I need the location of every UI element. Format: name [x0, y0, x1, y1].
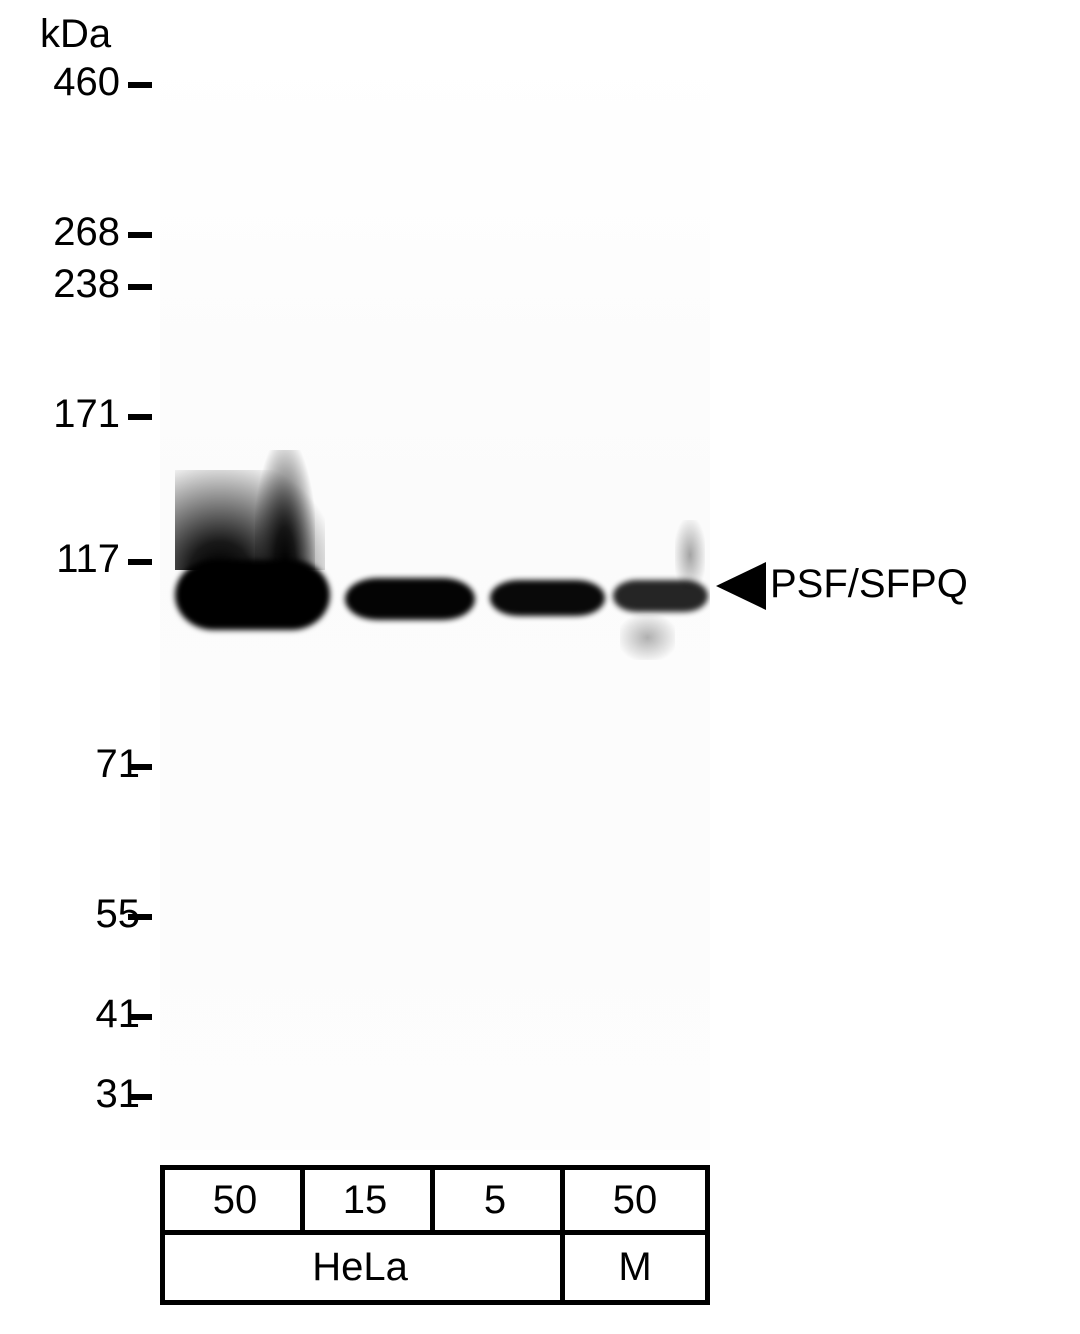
mw-label-55: 55 [40, 892, 140, 937]
target-label: PSF/SFPQ [770, 562, 968, 607]
group-label-m: M [605, 1245, 665, 1290]
band-lane4-smear [675, 520, 705, 590]
mw-label-238: 238 [20, 262, 120, 307]
lane-label-4: 50 [595, 1178, 675, 1223]
group-div-left [160, 1230, 165, 1305]
mw-tick-31 [128, 1094, 152, 1100]
lane-div-left [160, 1165, 165, 1235]
band-lane2 [345, 578, 475, 620]
lane-div-1 [300, 1165, 305, 1235]
band-lane1 [175, 560, 330, 630]
mw-label-171: 171 [20, 392, 120, 437]
mw-tick-238 [128, 284, 152, 290]
mw-label-41: 41 [40, 992, 140, 1037]
mw-label-117: 117 [20, 537, 120, 582]
mw-tick-55 [128, 914, 152, 920]
lane-row-top-line [160, 1165, 710, 1170]
mw-tick-460 [128, 82, 152, 88]
lane-div-right [705, 1165, 710, 1305]
band-lane4-below [620, 615, 675, 660]
group-bottom-line [160, 1300, 710, 1305]
band-lane3 [490, 580, 605, 616]
lane-label-1: 50 [195, 1178, 275, 1223]
western-blot-figure: kDa 460 268 238 171 117 7 [0, 0, 1080, 1334]
group-label-hela: HeLa [290, 1245, 430, 1290]
unit-label: kDa [40, 12, 111, 57]
mw-tick-41 [128, 1014, 152, 1020]
mw-tick-71 [128, 764, 152, 770]
lane-div-3 [560, 1165, 565, 1305]
mw-tick-171 [128, 414, 152, 420]
lane-row-bottom-line [160, 1230, 710, 1235]
mw-label-268: 268 [20, 210, 120, 255]
mw-label-71: 71 [40, 742, 140, 787]
mw-tick-268 [128, 232, 152, 238]
mw-label-460: 460 [20, 60, 120, 105]
lane-label-2: 15 [325, 1178, 405, 1223]
mw-label-31: 31 [40, 1072, 140, 1117]
lane-label-3: 5 [465, 1178, 525, 1223]
mw-tick-117 [128, 559, 152, 565]
target-arrow-icon [716, 562, 766, 610]
lane-div-2 [430, 1165, 435, 1235]
band-lane1-smear2 [255, 450, 315, 570]
blot-membrane [160, 50, 710, 1150]
